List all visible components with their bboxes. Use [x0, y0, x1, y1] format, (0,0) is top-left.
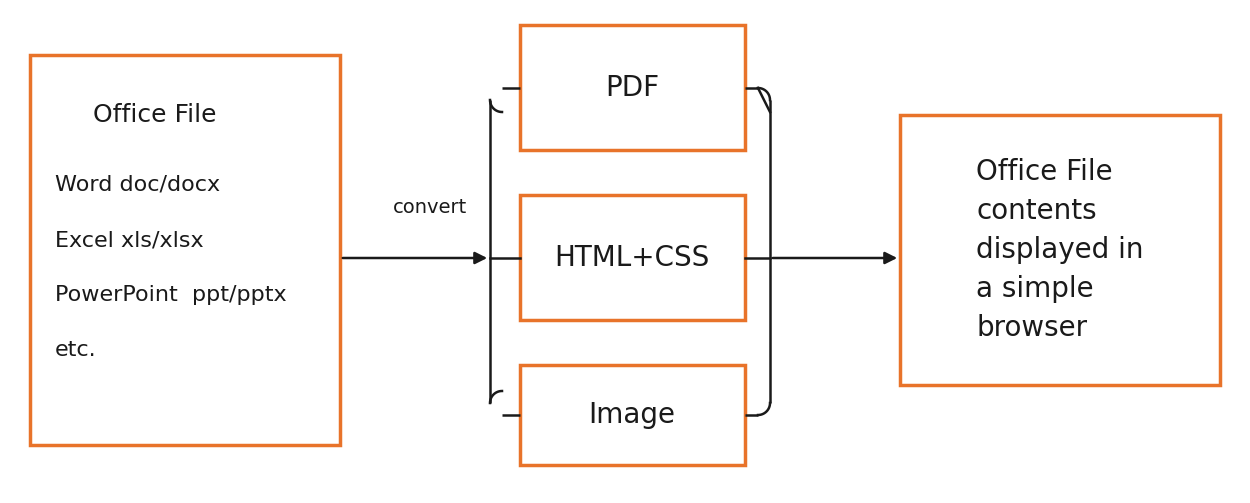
Text: PowerPoint  ppt/pptx: PowerPoint ppt/pptx — [55, 285, 286, 305]
Text: HTML+CSS: HTML+CSS — [555, 244, 710, 272]
Text: Office File: Office File — [94, 103, 216, 127]
Text: PDF: PDF — [605, 74, 659, 102]
Text: convert: convert — [392, 198, 468, 217]
Text: Word doc/docx: Word doc/docx — [55, 175, 220, 195]
Bar — [520, 195, 745, 320]
Text: etc.: etc. — [55, 340, 96, 360]
Text: Excel xls/xlsx: Excel xls/xlsx — [55, 230, 204, 250]
Bar — [520, 25, 745, 150]
Text: Office File
contents
displayed in
a simple
browser: Office File contents displayed in a simp… — [976, 158, 1144, 342]
Bar — [900, 115, 1220, 385]
Bar — [520, 365, 745, 465]
Text: Image: Image — [589, 401, 675, 429]
Bar — [30, 55, 340, 445]
